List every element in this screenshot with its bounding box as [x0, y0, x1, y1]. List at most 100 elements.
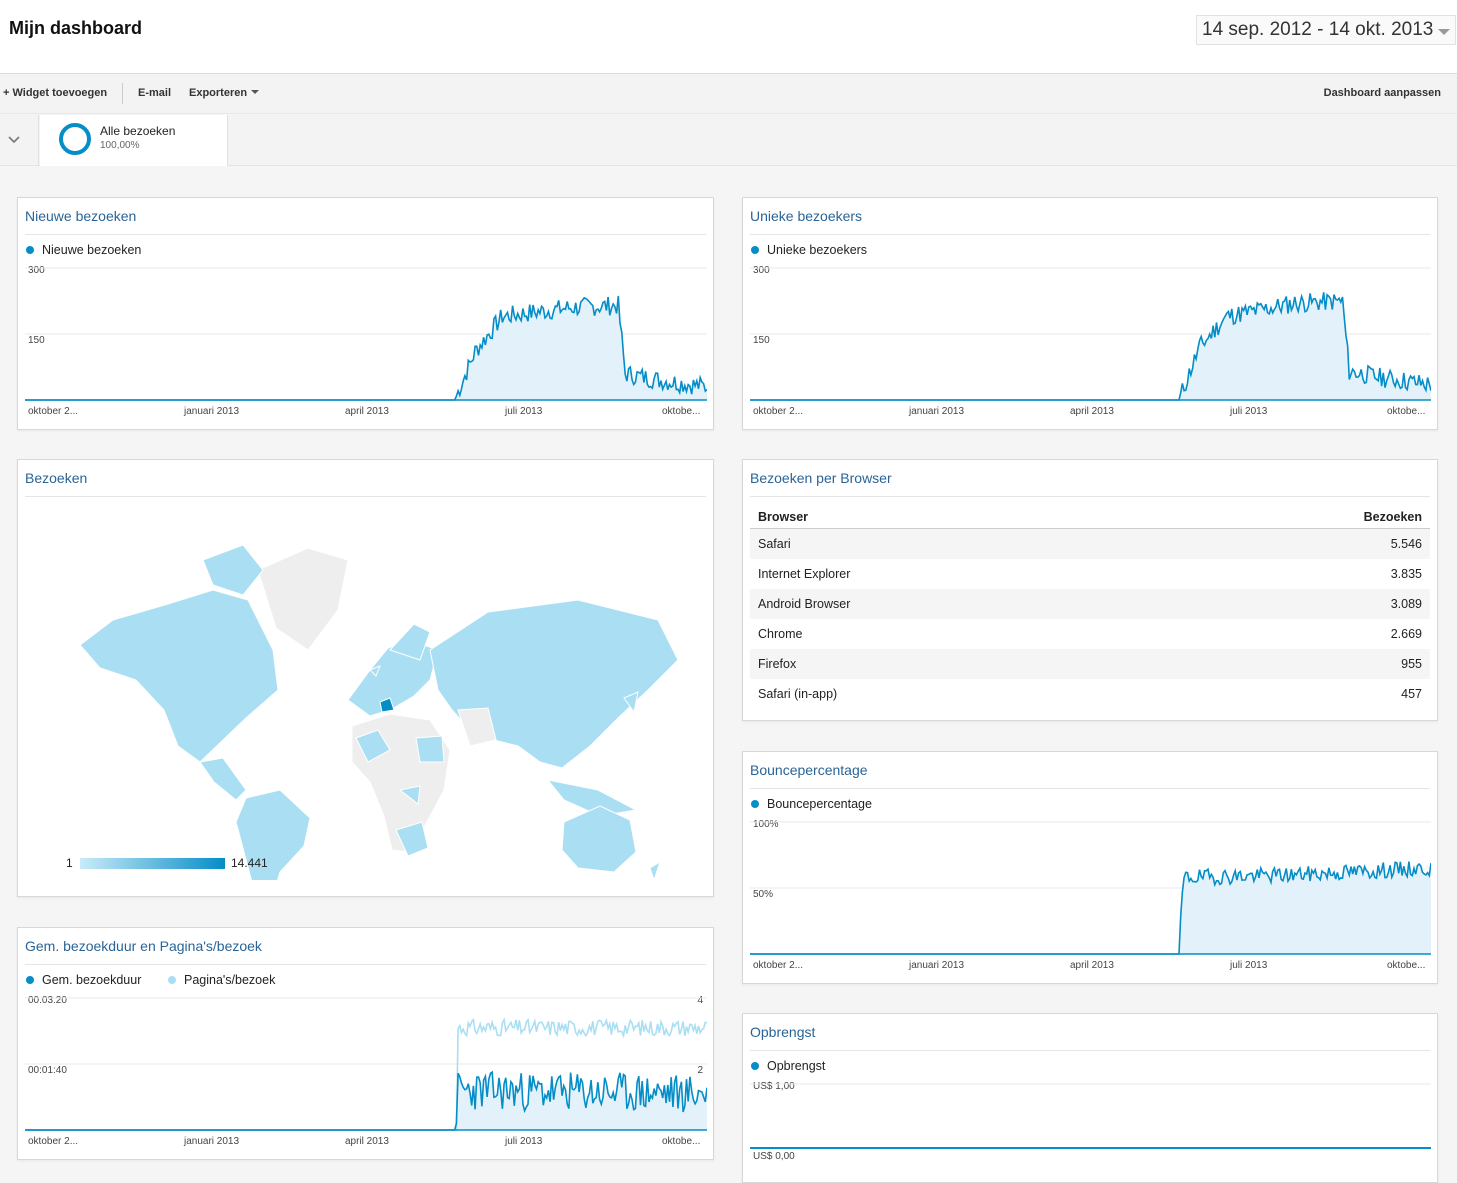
legend-dot-icon — [751, 1062, 759, 1070]
segment-card[interactable]: Alle bezoeken 100,00% — [40, 115, 228, 166]
widget-title[interactable]: Bouncepercentage — [750, 762, 868, 778]
widget-divider — [25, 496, 706, 497]
legend-label: Opbrengst — [767, 1059, 826, 1073]
australia-region[interactable] — [561, 805, 661, 880]
widget-title[interactable]: Gem. bezoekduur en Pagina's/bezoek — [25, 938, 262, 954]
widget-divider — [25, 234, 706, 235]
widget-title[interactable]: Nieuwe bezoeken — [25, 208, 137, 224]
widget-title[interactable]: Unieke bezoekers — [750, 208, 863, 224]
x-axis-label: juli 2013 — [505, 1136, 543, 1147]
x-axis-label: januari 2013 — [909, 406, 965, 417]
table-row[interactable]: Safari (in-app) 457 — [750, 679, 1430, 709]
top-bar: Mijn dashboard 14 sep. 2012 - 14 okt. 20… — [0, 0, 1457, 74]
table-row[interactable]: Android Browser 3.089 — [750, 589, 1430, 619]
y-axis-label-mid: 150 — [753, 335, 770, 346]
browser-name[interactable]: Android Browser — [758, 597, 851, 611]
widget-divider — [750, 788, 1430, 789]
widget-browsers: Bezoeken per Browser Browser Bezoeken Sa… — [742, 459, 1438, 721]
y-axis-label-mid: 50% — [753, 889, 774, 900]
africa-region[interactable] — [351, 713, 451, 857]
europe-region[interactable] — [347, 623, 439, 717]
table-row[interactable]: Firefox 955 — [750, 649, 1430, 679]
x-axis-label: april 2013 — [345, 406, 389, 417]
column-header-visits[interactable]: Bezoeken — [1363, 510, 1422, 524]
browser-visits: 3.089 — [1390, 597, 1422, 611]
series-area — [750, 861, 1431, 954]
chart-legend-duration: Gem. bezoekduur — [26, 973, 141, 987]
y-axis-label-top: US$ 1,00 — [753, 1081, 795, 1092]
legend-dot-icon — [751, 246, 759, 254]
table-row[interactable]: Safari 5.546 — [750, 529, 1430, 559]
date-range-label: 14 sep. 2012 - 14 okt. 2013 — [1202, 19, 1434, 40]
browser-name[interactable]: Firefox — [758, 657, 797, 671]
x-axis-label: april 2013 — [1070, 960, 1114, 971]
asia-region[interactable] — [429, 599, 679, 817]
x-axis-label: januari 2013 — [184, 406, 240, 417]
legend-dot-icon — [751, 800, 759, 808]
legend-label: Gem. bezoekduur — [42, 973, 142, 987]
x-axis-label: oktober 2... — [753, 406, 804, 417]
x-axis-label: april 2013 — [1070, 406, 1114, 417]
x-axis-label: oktober 2... — [753, 960, 804, 971]
unique-visitors-chart[interactable] — [750, 258, 1431, 404]
chart-legend: Unieke bezoekers — [751, 243, 867, 257]
x-axis-label: januari 2013 — [909, 960, 965, 971]
widget-divider — [750, 1050, 1430, 1051]
widget-unique-visitors: Unieke bezoekers Unieke bezoekers 300 15… — [742, 197, 1438, 430]
map-color-scale — [80, 858, 225, 869]
chevron-down-icon — [1438, 29, 1450, 35]
widget-visits-map: Bezoeken — [17, 459, 714, 897]
revenue-chart[interactable] — [750, 1074, 1431, 1154]
browser-visits: 5.546 — [1390, 537, 1422, 551]
browser-visits: 955 — [1401, 657, 1422, 671]
greenland-region[interactable] — [257, 547, 349, 651]
browser-name[interactable]: Safari (in-app) — [758, 687, 838, 701]
table-row[interactable]: Chrome 2.669 — [750, 619, 1430, 649]
browser-name[interactable]: Safari — [758, 537, 791, 551]
export-menu[interactable]: Exporteren — [189, 87, 260, 99]
customize-dashboard-button[interactable]: Dashboard aanpassen — [1323, 87, 1441, 99]
widget-new-visits: Nieuwe bezoeken Nieuwe bezoeken 300 150 … — [17, 197, 714, 430]
x-axis-label: juli 2013 — [505, 406, 543, 417]
segment-ring-icon — [59, 123, 91, 155]
column-header-browser[interactable]: Browser — [758, 510, 809, 524]
netherlands-region — [379, 697, 395, 713]
date-range-picker[interactable]: 14 sep. 2012 - 14 okt. 2013 — [1196, 15, 1456, 45]
y-axis-label-mid: 00:01:40 — [28, 1065, 67, 1076]
bounce-rate-chart[interactable] — [750, 812, 1431, 958]
y-axis-label-top: 300 — [28, 265, 45, 276]
browser-name[interactable]: Chrome — [758, 627, 803, 641]
widget-title[interactable]: Bezoeken — [25, 470, 88, 486]
north-america-region[interactable] — [79, 544, 279, 801]
widget-title[interactable]: Bezoeken per Browser — [750, 470, 892, 486]
legend-dot-icon — [26, 976, 34, 984]
chart-legend: Nieuwe bezoeken — [26, 243, 141, 257]
x-axis-label: oktobe... — [662, 406, 701, 417]
add-widget-button[interactable]: + Widget toevoegen — [3, 87, 108, 99]
new-visits-chart[interactable] — [25, 258, 707, 404]
segment-percent: 100,00% — [100, 140, 140, 151]
widget-divider — [750, 234, 1430, 235]
series-area — [25, 295, 707, 400]
email-button[interactable]: E-mail — [138, 87, 172, 99]
south-america-region[interactable] — [235, 789, 311, 880]
y-axis-label-mid: 150 — [28, 335, 45, 346]
segment-expand-toggle[interactable] — [0, 115, 39, 166]
world-map[interactable] — [18, 500, 713, 880]
table-header: Browser Bezoeken — [750, 505, 1430, 529]
widget-title[interactable]: Opbrengst — [750, 1024, 816, 1040]
visit-duration-chart[interactable] — [25, 988, 707, 1134]
widget-divider — [750, 496, 1430, 497]
table-row[interactable]: Internet Explorer 3.835 — [750, 559, 1430, 589]
dashboard-toolbar: + Widget toevoegen E-mail Exporteren Das… — [0, 74, 1457, 114]
browser-name[interactable]: Internet Explorer — [758, 567, 851, 581]
y-axis-label-top: 300 — [753, 265, 770, 276]
legend-dot-icon — [26, 246, 34, 254]
legend-label: Pagina's/bezoek — [184, 973, 276, 987]
x-axis-label: oktobe... — [662, 1136, 701, 1147]
y-axis-label-bottom: US$ 0,00 — [753, 1151, 795, 1162]
chart-legend-pages: Pagina's/bezoek — [168, 973, 275, 987]
browser-visits: 457 — [1401, 687, 1422, 701]
map-scale-min: 1 — [66, 856, 73, 870]
duration-area — [25, 1072, 707, 1130]
